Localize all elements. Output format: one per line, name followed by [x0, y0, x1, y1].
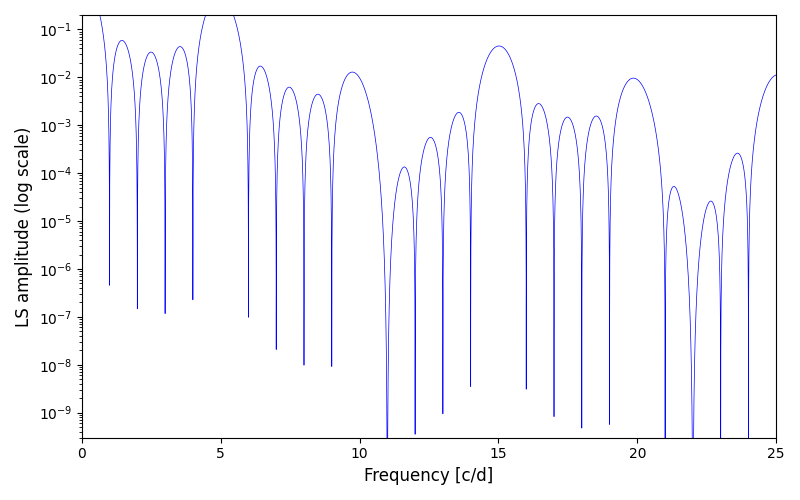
X-axis label: Frequency [c/d]: Frequency [c/d] [364, 467, 494, 485]
Y-axis label: LS amplitude (log scale): LS amplitude (log scale) [15, 126, 33, 326]
